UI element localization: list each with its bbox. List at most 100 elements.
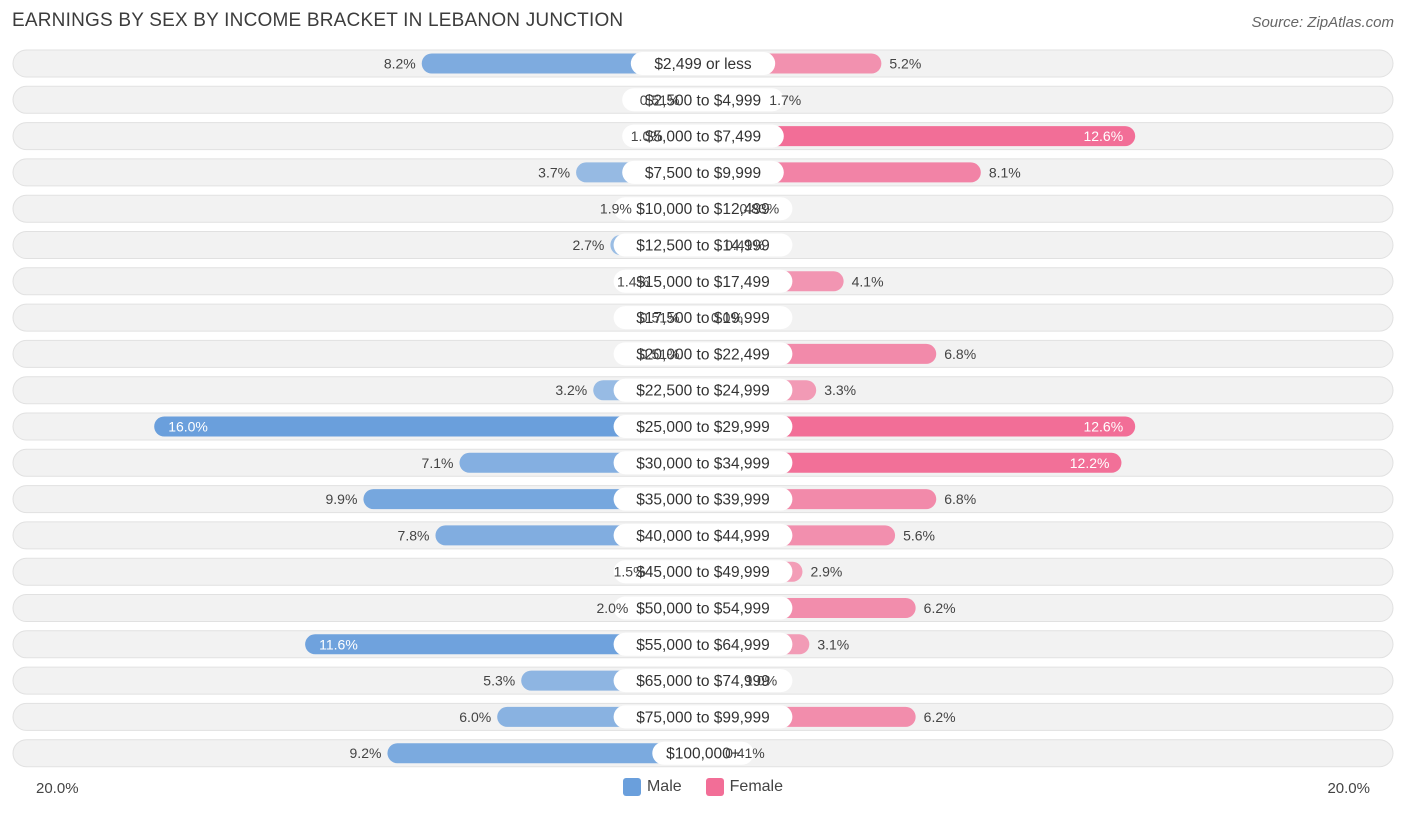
category-label: $65,000 to $74,999: [636, 673, 770, 690]
chart-row: $22,500 to $24,999 3.2% 3.3%: [12, 376, 1394, 405]
category-label: $30,000 to $34,999: [636, 455, 770, 472]
chart-row: $12,500 to $14,999 2.7% 0.41%: [12, 231, 1394, 259]
category-pill: [613, 560, 793, 584]
category-pill: [622, 160, 784, 184]
male-value-label: 3.2%: [555, 382, 587, 398]
female-value-label: 5.6%: [903, 527, 935, 543]
male-value-label: 1.4%: [617, 273, 649, 289]
female-value-label: 3.3%: [824, 382, 856, 398]
category-label: $35,000 to $39,999: [636, 492, 770, 509]
category-pill: [613, 197, 793, 221]
category-label: $50,000 to $54,999: [636, 601, 770, 618]
chart-row: $50,000 to $54,999 2.0% 6.2%: [12, 594, 1394, 622]
category-pill: [652, 741, 754, 765]
male-bar: [305, 634, 703, 655]
female-value-label: 3.1%: [817, 636, 849, 652]
category-pill: [613, 306, 793, 330]
category-label: $40,000 to $44,999: [636, 528, 770, 545]
female-value-label: 1.0%: [745, 673, 777, 689]
axis-left-label: 20.0%: [36, 780, 79, 797]
chart-row: $25,000 to $29,999 16.0% 12.6%: [12, 412, 1394, 441]
chart-row: $35,000 to $39,999 9.9% 6.8%: [12, 485, 1394, 514]
male-value-label: 9.9%: [326, 491, 358, 507]
female-value-label: 0.41%: [725, 237, 765, 253]
chart-row: $2,499 or less 8.2% 5.2%: [12, 49, 1394, 78]
female-value-label: 6.2%: [924, 709, 956, 725]
category-label: $100,000+: [666, 746, 740, 763]
legend: Male Female: [0, 778, 1406, 796]
category-label: $10,000 to $12,499: [636, 201, 770, 218]
male-value-label: 8.2%: [384, 56, 416, 72]
source-credit: Source: ZipAtlas.com: [1251, 14, 1394, 31]
female-value-label: 12.6%: [1083, 128, 1123, 144]
legend-label-male: Male: [646, 778, 682, 795]
axis-right-label: 20.0%: [1327, 780, 1370, 797]
male-value-label: 0.51%: [640, 92, 680, 108]
male-bar: [387, 743, 703, 764]
chart-row: $7,500 to $9,999 3.7% 8.1%: [12, 158, 1394, 187]
male-value-label: 3.7%: [538, 164, 570, 180]
category-label: $17,500 to $19,999: [636, 310, 770, 327]
female-bar: [703, 416, 1136, 437]
male-value-label: 11.6%: [319, 636, 358, 652]
category-label: $55,000 to $64,999: [636, 637, 770, 654]
male-value-label: 2.0%: [596, 600, 628, 616]
male-value-label: 6.0%: [459, 709, 491, 725]
male-value-label: 1.9%: [600, 201, 632, 217]
category-pill: [630, 52, 776, 75]
female-value-label: 8.1%: [989, 164, 1021, 180]
female-value-label: 0.41%: [725, 745, 765, 761]
category-pill: [613, 523, 793, 547]
female-value-label: 2.9%: [810, 564, 842, 580]
category-label: $2,499 or less: [654, 56, 752, 73]
female-bar: [703, 452, 1122, 473]
male-bar: [154, 416, 703, 437]
category-pill: [622, 88, 784, 112]
category-pill: [613, 487, 793, 511]
category-pill: [613, 378, 793, 402]
female-value-label: 12.2%: [1070, 455, 1110, 471]
female-value-label: 6.8%: [944, 346, 976, 362]
male-value-label: 1.5%: [614, 564, 646, 580]
female-value-label: 5.2%: [889, 56, 921, 72]
category-pill: [613, 269, 793, 293]
female-value-label: 1.7%: [769, 92, 801, 108]
legend-swatch-male: [622, 778, 641, 796]
male-value-label: 16.0%: [168, 419, 208, 435]
chart-row: $65,000 to $74,999 5.3% 1.0%: [12, 666, 1394, 695]
male-value-label: 5.3%: [483, 673, 515, 689]
category-pill: [613, 233, 793, 257]
category-label: $2,500 to $4,999: [645, 92, 761, 109]
legend-label-female: Female: [729, 778, 784, 795]
male-value-label: 7.1%: [422, 455, 454, 471]
male-value-label: 2.7%: [572, 237, 604, 253]
male-value-label: 7.8%: [398, 527, 430, 543]
female-value-label: 0.0%: [711, 310, 743, 326]
category-label: $75,000 to $99,999: [636, 709, 770, 726]
category-label: $45,000 to $49,999: [636, 564, 770, 581]
chart-row: $30,000 to $34,999 7.1% 12.2%: [12, 448, 1394, 477]
category-pill: [613, 669, 793, 693]
female-value-label: 6.2%: [924, 600, 956, 616]
category-pill: [622, 124, 784, 148]
male-value-label: 1.0%: [631, 128, 663, 144]
chart-row: $75,000 to $99,999 6.0% 6.2%: [12, 702, 1394, 731]
male-value-label: 0.51%: [640, 310, 680, 326]
category-label: $5,000 to $7,499: [645, 129, 761, 146]
male-value-label: 0.51%: [640, 346, 680, 362]
category-pill: [613, 451, 793, 475]
category-label: $22,500 to $24,999: [636, 383, 770, 400]
female-value-label: 0.83%: [739, 201, 779, 217]
category-pill: [613, 705, 793, 729]
chart-row: $55,000 to $64,999 11.6% 3.1%: [12, 630, 1394, 659]
legend-swatch-female: [705, 778, 724, 796]
category-pill: [613, 415, 793, 438]
